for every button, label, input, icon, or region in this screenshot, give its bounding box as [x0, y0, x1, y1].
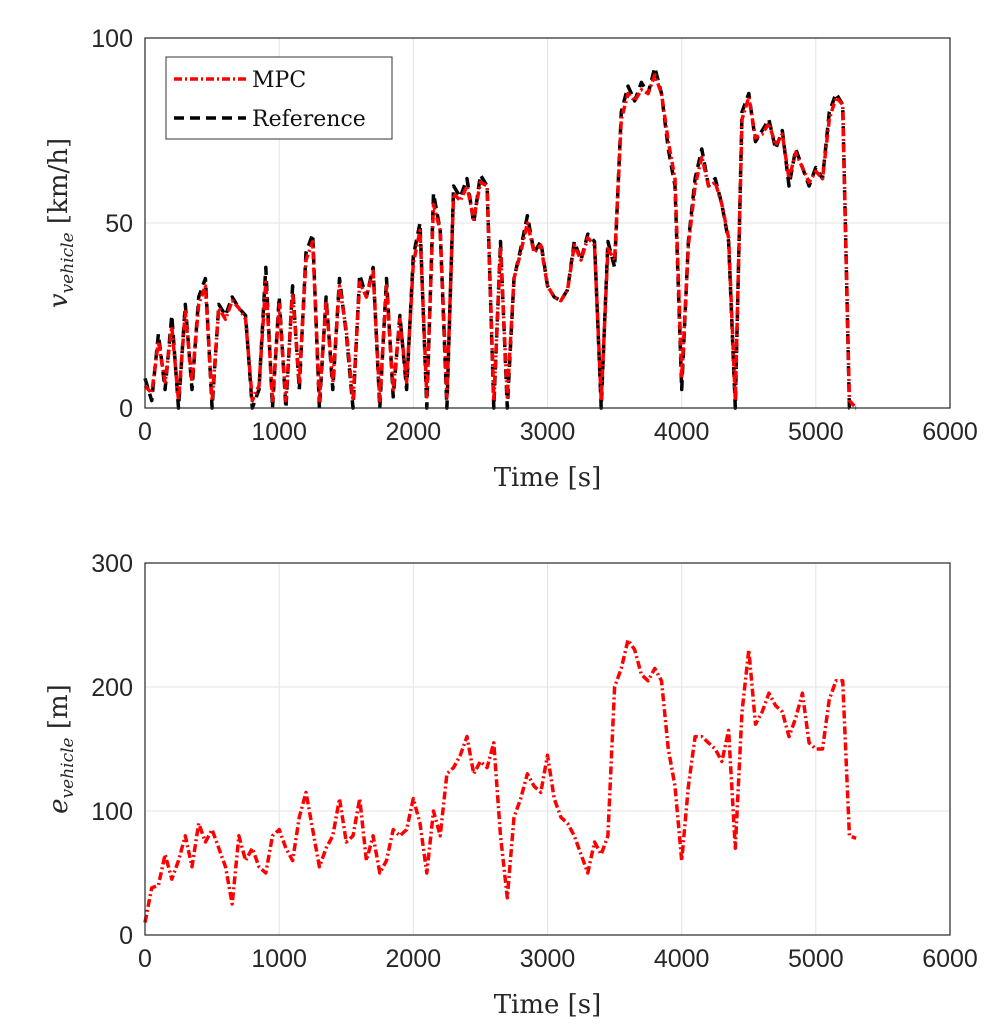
axes-box — [144, 37, 951, 409]
x-axis-label: Time [s] — [494, 990, 602, 1020]
velocity-plot: 0 1000 2000 3000 4000 5000 6000 0 50 100 Time [s] v… — [44, 25, 978, 493]
y-label-unit: [m] — [44, 684, 74, 737]
series-line-mpc — [143, 73, 858, 410]
y-tick-label: 300 — [91, 550, 133, 578]
y-tick-label: 0 — [119, 922, 133, 950]
legend: MPC Reference — [165, 56, 393, 140]
y-tick-label: 100 — [91, 798, 133, 826]
x-tick-label: 6000 — [922, 945, 978, 973]
x-tick-label: 3000 — [520, 945, 576, 973]
y-tick-label: 200 — [91, 674, 133, 702]
y-axis-label: evehicle [m] — [44, 684, 78, 814]
y-label-symbol: v — [44, 293, 74, 308]
x-tick-label: 4000 — [654, 418, 710, 446]
legend-reference-label: Reference — [252, 107, 366, 132]
x-tick-label: 1000 — [251, 945, 307, 973]
series-line-mpc — [143, 638, 857, 923]
x-tick-label: 6000 — [922, 418, 978, 446]
x-tick-label: 5000 — [788, 945, 844, 973]
x-tick-label: 4000 — [654, 945, 710, 973]
y-tick-label: 50 — [105, 210, 133, 238]
x-tick-label: 2000 — [386, 945, 442, 973]
x-tick-label: 1000 — [251, 418, 307, 446]
y-label-symbol: e — [44, 798, 74, 813]
x-axis-label: Time [s] — [494, 463, 602, 493]
x-tick-label: 3000 — [520, 418, 576, 446]
x-tick-label: 0 — [138, 945, 152, 973]
x-tick-label: 0 — [138, 418, 152, 446]
y-tick-label: 100 — [91, 25, 133, 53]
axes-box — [144, 562, 951, 936]
legend-box — [165, 56, 393, 140]
y-label-subscript: vehicle — [58, 737, 78, 798]
y-label-subscript: vehicle — [58, 232, 78, 293]
x-tick-label: 2000 — [386, 418, 442, 446]
y-axis-label: vvehicle [km/h] — [44, 138, 78, 308]
x-tick-label: 5000 — [788, 418, 844, 446]
y-label-unit: [km/h] — [44, 138, 74, 232]
y-tick-label: 0 — [119, 395, 133, 423]
legend-mpc-label: MPC — [252, 68, 306, 93]
error-plot: 0 1000 2000 3000 4000 5000 6000 0 100 200 300 Time … — [44, 550, 978, 1020]
